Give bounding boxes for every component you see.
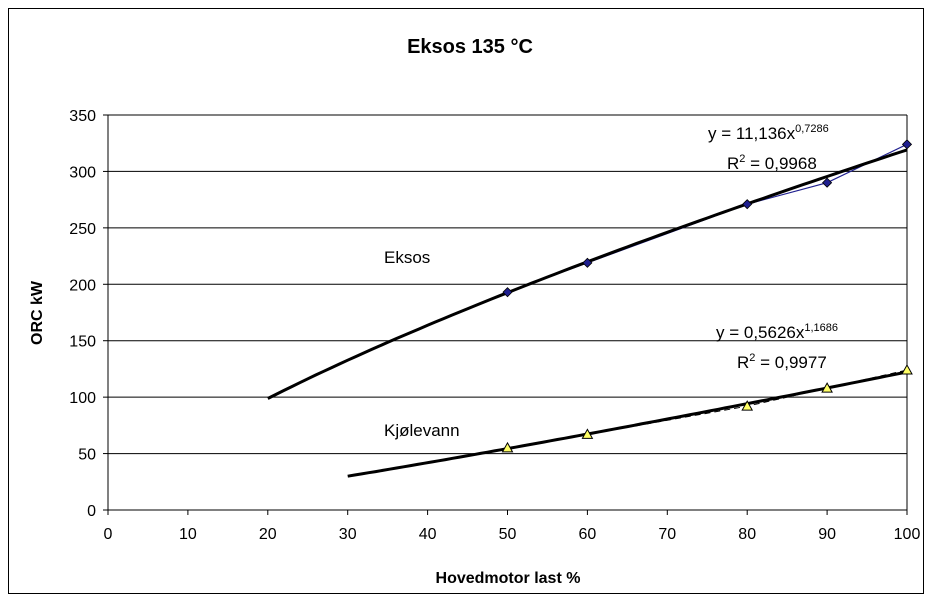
eksos-point-100 <box>901 139 913 150</box>
y-tick-label-0: 0 <box>87 503 96 520</box>
chart-frame <box>8 8 924 594</box>
y-axis-label: ORC kW <box>29 280 46 345</box>
y-tick-labels: 0 50 100 150 200 250 300 350 <box>69 108 96 520</box>
eksos-equation-exponent: 0,7286 <box>795 123 829 135</box>
kjolevann-r2-prefix: R <box>737 353 749 372</box>
kjolevann-point-80 <box>741 400 754 411</box>
x-tick-label-40: 40 <box>419 526 437 543</box>
eksos-point-60 <box>582 257 593 268</box>
x-tick-label-50: 50 <box>499 526 517 543</box>
kjolevann-equation-base: y = 0,5626x <box>716 323 805 342</box>
kjolevann-point-100 <box>901 364 913 375</box>
axes <box>103 114 908 515</box>
x-tick-label-80: 80 <box>738 526 756 543</box>
y-tick-label-50: 50 <box>78 447 96 464</box>
eksos-series-label: Eksos <box>384 248 430 267</box>
series-layer <box>267 139 913 478</box>
kjolevann-point-90 <box>821 382 833 393</box>
chart-title: Eksos 135 °C <box>407 36 533 58</box>
kjolevann-series <box>347 364 913 478</box>
kjolevann-point-50 <box>501 441 514 453</box>
eksos-series <box>267 139 913 400</box>
eksos-r-squared: R2 = 0,9968 <box>727 153 817 173</box>
eksos-point-80 <box>742 199 753 210</box>
eksos-r2-prefix: R <box>727 154 739 173</box>
y-tick-label-150: 150 <box>69 334 96 351</box>
kjolevann-trend-equation: y = 0,5626x1,1686 <box>716 322 838 342</box>
x-tick-label-60: 60 <box>579 526 597 543</box>
x-tick-label-20: 20 <box>259 526 277 543</box>
kjolevann-r-squared: R2 = 0,9977 <box>737 352 827 372</box>
x-axis-label: Hovedmotor last % <box>436 570 581 587</box>
eksos-trend-equation: y = 11,136x0,7286 <box>708 123 829 143</box>
kjolevann-series-label: Kjølevann <box>384 421 460 440</box>
eksos-r2-value: = 0,9968 <box>745 154 816 173</box>
y-tick-label-250: 250 <box>69 221 96 238</box>
x-tick-label-100: 100 <box>894 526 921 543</box>
y-tick-label-200: 200 <box>69 277 96 294</box>
eksos-equation-base: y = 11,136x <box>708 124 796 143</box>
kjolevann-equation-exponent: 1,1686 <box>804 322 838 334</box>
y-tick-label-300: 300 <box>69 164 96 181</box>
x-tick-label-10: 10 <box>179 526 197 543</box>
y-tick-label-350: 350 <box>69 108 96 125</box>
x-tick-label-0: 0 <box>104 526 113 543</box>
kjolevann-r2-value: = 0,9977 <box>755 353 826 372</box>
eksos-r2-superscript: 2 <box>739 153 745 165</box>
x-tick-label-70: 70 <box>658 526 676 543</box>
eksos-point-90 <box>822 177 833 188</box>
kjolevann-point-60 <box>581 428 594 439</box>
eksos-point-50 <box>502 287 513 298</box>
kjolevann-r2-superscript: 2 <box>749 352 755 364</box>
x-tick-label-90: 90 <box>818 526 836 543</box>
x-tick-labels: 0 10 20 30 40 50 60 70 80 90 100 <box>104 526 921 543</box>
y-tick-label-100: 100 <box>69 390 96 407</box>
x-tick-label-30: 30 <box>339 526 357 543</box>
kjolevann-trendline <box>347 370 908 478</box>
